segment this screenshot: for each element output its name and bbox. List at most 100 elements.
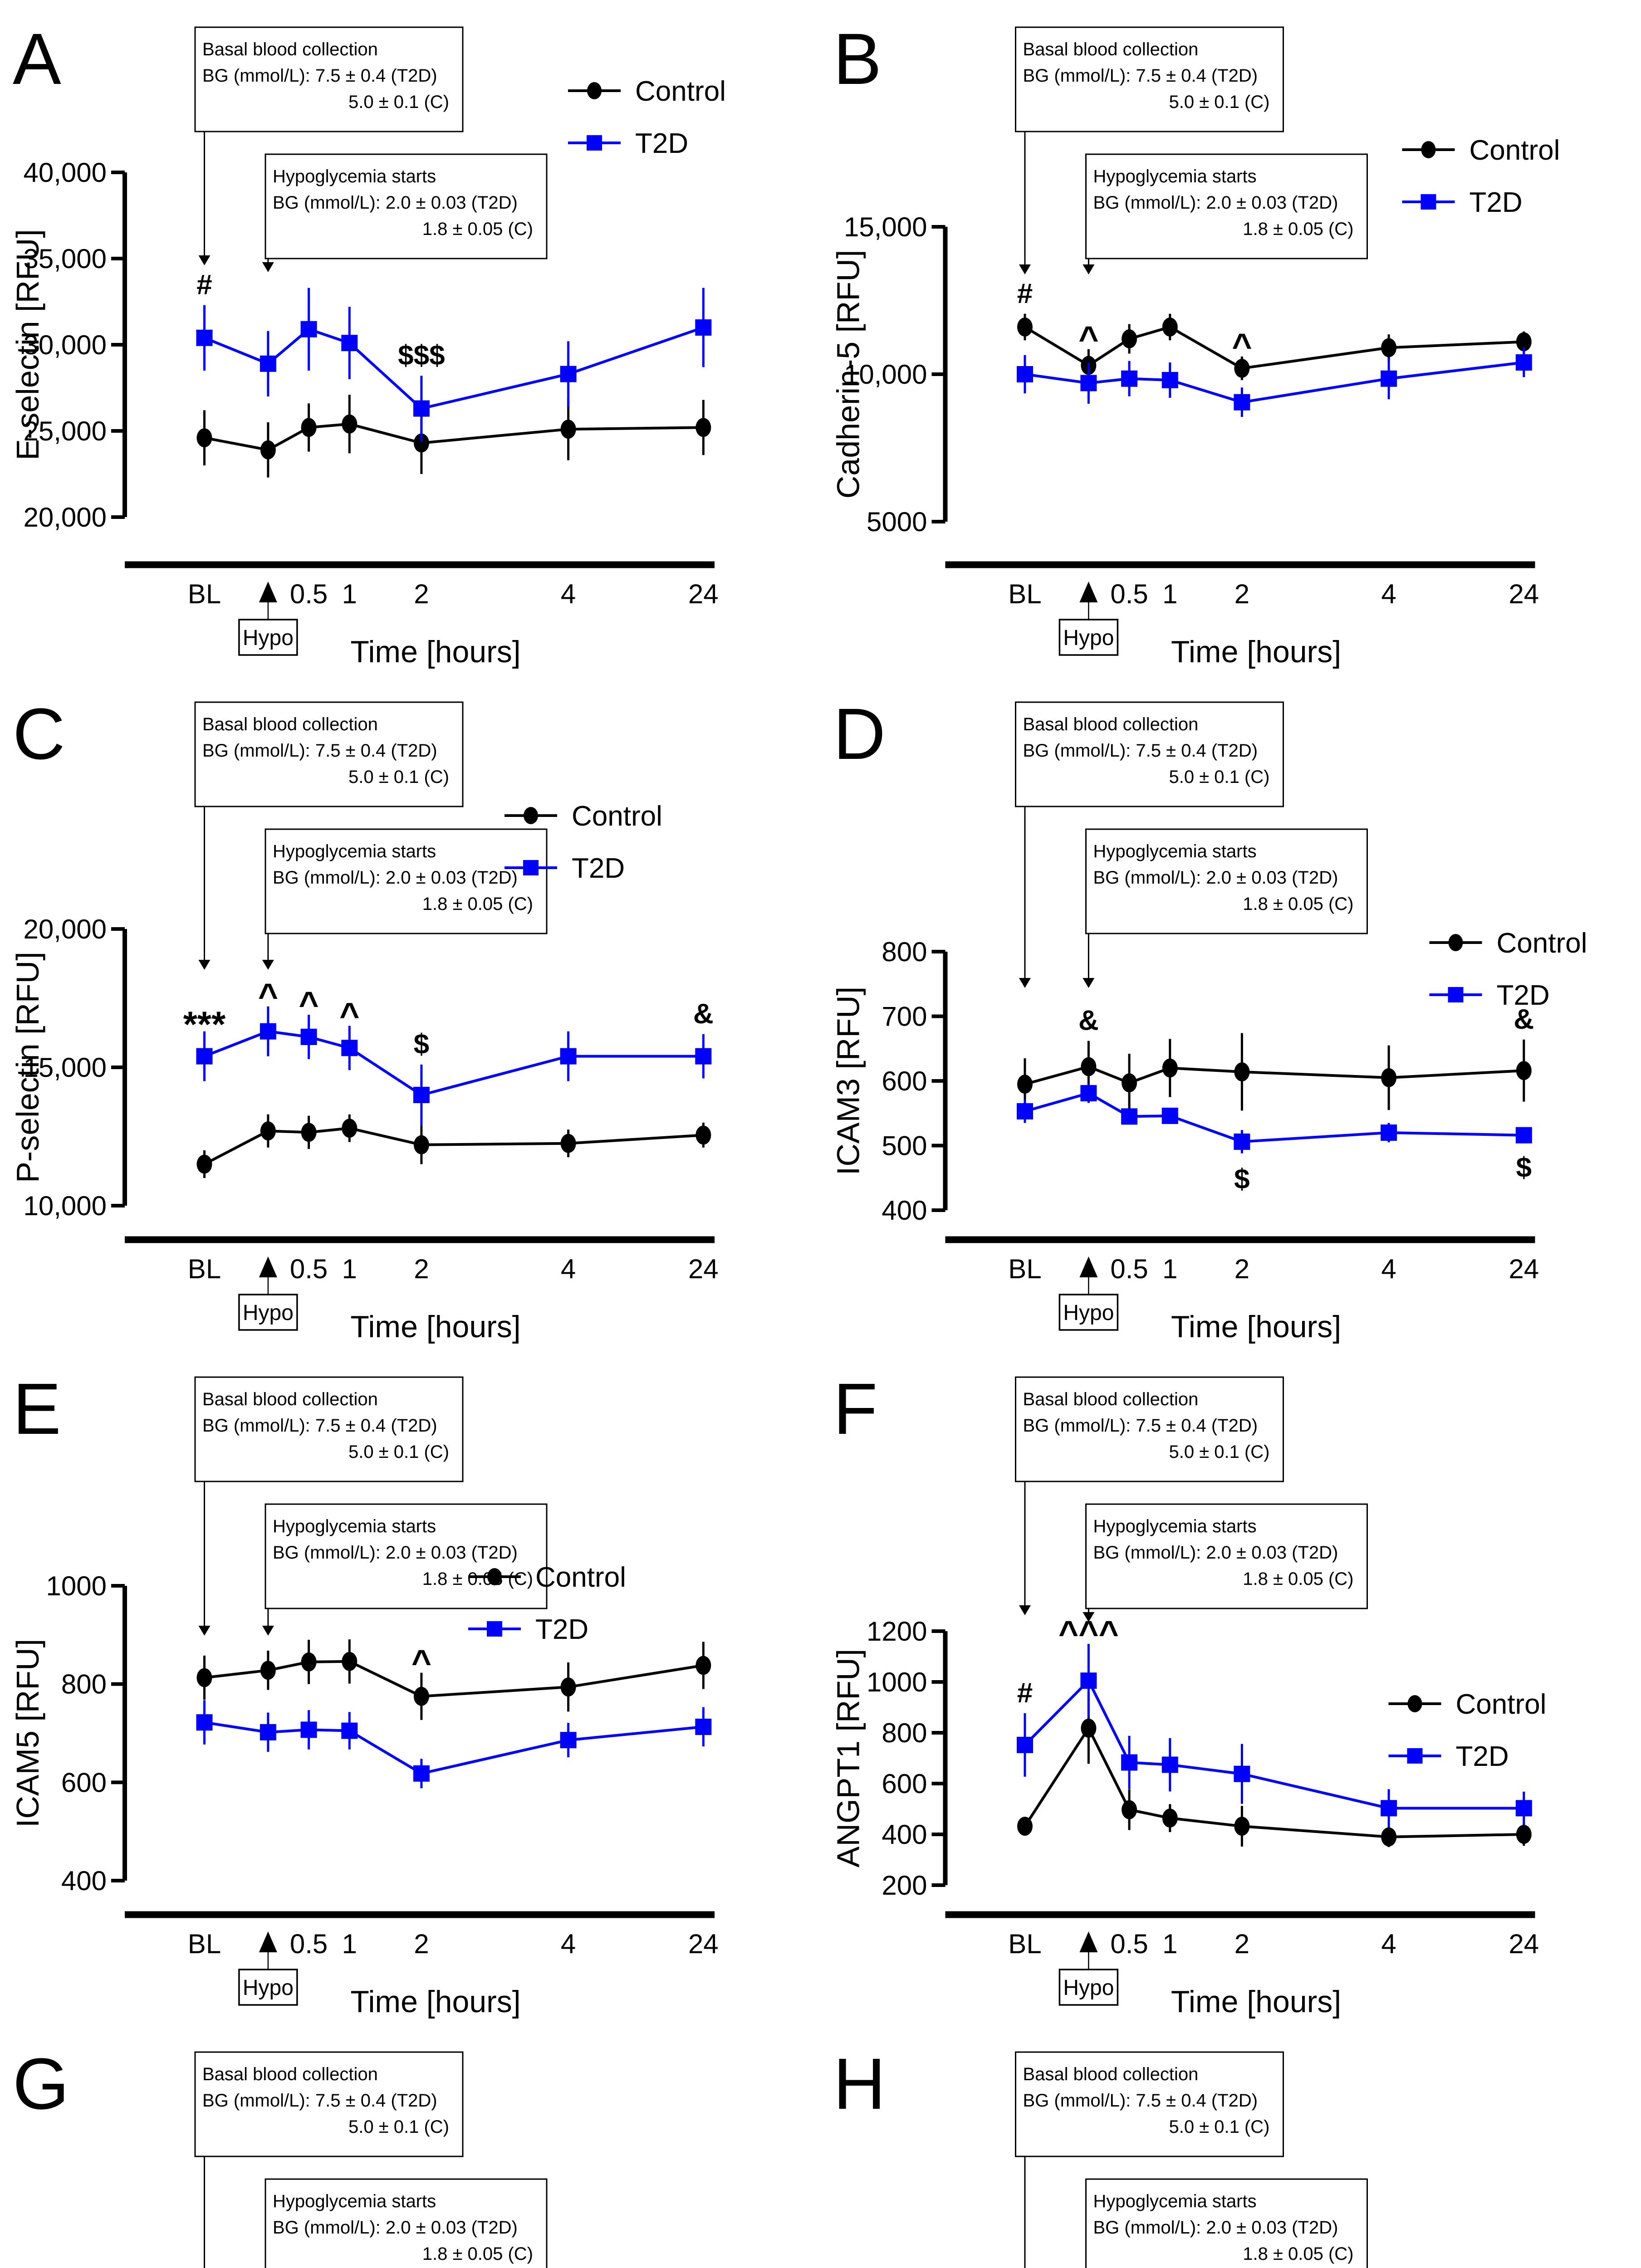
annotation-box-basal bbox=[1015, 701, 1284, 807]
annotation-box-hypo-line1: Hypoglycemia starts bbox=[1093, 166, 1257, 186]
chart-h: H0100020003000PAI-1 [RFU]BL0.512424HypoT… bbox=[820, 2025, 1641, 2268]
annotation-box-basal bbox=[194, 2051, 464, 2157]
annotation-box-basal bbox=[194, 701, 464, 807]
annotation-box-basal-line1: Basal blood collection bbox=[1023, 2064, 1199, 2084]
series-control bbox=[196, 395, 711, 478]
data-point-t2d bbox=[1161, 372, 1178, 388]
x-tick-label: 0.5 bbox=[290, 579, 328, 609]
significance-annotation: ^^^ bbox=[1058, 1614, 1119, 1652]
hypo-label: Hypo bbox=[1063, 626, 1114, 650]
data-point-t2d bbox=[1121, 1754, 1138, 1771]
data-point-control bbox=[1381, 338, 1397, 357]
significance-annotation: # bbox=[1017, 1677, 1033, 1709]
data-point-t2d bbox=[695, 319, 712, 336]
legend-marker-t2d bbox=[1421, 194, 1436, 210]
annotation-box-hypo bbox=[265, 153, 548, 259]
series-t2d bbox=[1017, 1644, 1532, 1828]
x-tick-label: 4 bbox=[561, 1929, 576, 1959]
basal-arrow-head bbox=[1019, 1605, 1031, 1615]
annotation-box-basal-line1: Basal blood collection bbox=[1023, 714, 1199, 734]
significance-annotation: ^ bbox=[339, 996, 359, 1035]
data-point-control bbox=[1162, 1809, 1178, 1828]
annotation-box-hypo-line1: Hypoglycemia starts bbox=[1093, 1516, 1257, 1536]
data-point-control bbox=[1122, 329, 1137, 348]
data-point-t2d bbox=[1234, 1765, 1250, 1782]
legend-label-t2d: T2D bbox=[535, 1614, 588, 1645]
y-tick-label: 20,000 bbox=[23, 502, 107, 533]
x-tick-label: 1 bbox=[342, 1929, 357, 1959]
y-tick-label: 700 bbox=[882, 1002, 927, 1032]
legend-label-t2d: T2D bbox=[1456, 1741, 1509, 1772]
data-point-control bbox=[1162, 1058, 1178, 1078]
legend-marker-control bbox=[587, 82, 602, 99]
annotation-box-hypo-line3: 1.8 ± 0.05 (C) bbox=[422, 894, 533, 914]
data-point-control bbox=[560, 1677, 576, 1697]
data-point-control bbox=[342, 414, 358, 434]
y-tick-label: 5000 bbox=[867, 507, 927, 537]
x-axis-label: Time [hours] bbox=[350, 1310, 520, 1344]
annotation-box-hypo-line2: BG (mmol/L): 2.0 ± 0.03 (T2D) bbox=[273, 868, 518, 888]
panel-e: E 400 600 800 1000 ICAM5 [RFU] BL 0.5 1 2 4 24 Hypo T… bbox=[0, 1350, 820, 2025]
y-tick-label: 600 bbox=[882, 1066, 927, 1096]
y-tick-label: 20,000 bbox=[23, 914, 107, 944]
x-tick-label: 0.5 bbox=[1110, 1929, 1148, 1959]
y-tick-label: 200 bbox=[882, 1870, 927, 1901]
data-point-t2d bbox=[1080, 375, 1097, 391]
data-point-t2d bbox=[1017, 1103, 1033, 1119]
data-point-control bbox=[1516, 1061, 1532, 1080]
series-control bbox=[1017, 1692, 1532, 1847]
x-tick-label: 24 bbox=[1509, 1254, 1539, 1284]
x-tick-label: 0.5 bbox=[290, 1929, 328, 1959]
legend-marker-t2d bbox=[487, 1621, 502, 1637]
legend-item-t2d: T2D bbox=[1429, 980, 1550, 1011]
y-axis-label: ANGPT1 [RFU] bbox=[831, 1649, 866, 1867]
data-point-control bbox=[196, 1668, 212, 1687]
annotation-box-hypo-line3: 1.8 ± 0.05 (C) bbox=[1243, 2244, 1353, 2264]
x-tick-label: 1 bbox=[1162, 1929, 1177, 1959]
annotation-box-hypo-line1: Hypoglycemia starts bbox=[273, 2191, 436, 2211]
x-tick-label: 2 bbox=[414, 1929, 429, 1959]
data-point-t2d bbox=[695, 1718, 712, 1735]
data-point-control bbox=[342, 1119, 358, 1138]
data-point-control bbox=[1381, 1068, 1397, 1087]
chart-b: B 5000 10,000 15,000 Cadherin-5 [RFU] BL 0.5 1 2… bbox=[820, 0, 1641, 675]
y-tick-label: 10,000 bbox=[844, 359, 927, 390]
hypo-label: Hypo bbox=[243, 1301, 294, 1325]
annotation-box-basal bbox=[194, 26, 464, 132]
hypo-box bbox=[238, 1294, 298, 1331]
annotation-box-hypo-line1: Hypoglycemia starts bbox=[273, 166, 436, 186]
annotation-box-basal-line2: BG (mmol/L): 7.5 ± 0.4 (T2D) bbox=[202, 2091, 437, 2111]
data-point-t2d bbox=[1161, 1756, 1178, 1773]
data-point-control bbox=[1234, 1817, 1250, 1836]
legend-label-t2d: T2D bbox=[635, 128, 688, 159]
annotation-box-hypo-line1: Hypoglycemia starts bbox=[1093, 841, 1257, 861]
legend-marker-control bbox=[487, 1568, 502, 1585]
hypo-label: Hypo bbox=[243, 626, 294, 650]
y-tick-label: 600 bbox=[882, 1769, 927, 1799]
x-tick-label: 2 bbox=[414, 1254, 429, 1284]
hypo-box bbox=[238, 619, 298, 656]
annotation-box-basal-line2: BG (mmol/L): 7.5 ± 0.4 (T2D) bbox=[202, 741, 437, 761]
annotation-box-hypo-line2: BG (mmol/L): 2.0 ± 0.03 (T2D) bbox=[1093, 2218, 1338, 2238]
legend-label-control: Control bbox=[1470, 135, 1560, 166]
annotation-box-basal-line3: 5.0 ± 0.1 (C) bbox=[348, 2117, 449, 2137]
legend-label-t2d: T2D bbox=[1497, 980, 1550, 1011]
hypo-arrow-triangle bbox=[1079, 582, 1098, 602]
data-point-control bbox=[1017, 1075, 1033, 1094]
data-point-control bbox=[1162, 318, 1178, 337]
data-point-t2d bbox=[1515, 354, 1532, 371]
x-tick-label: 2 bbox=[414, 579, 429, 609]
data-point-t2d bbox=[341, 1040, 358, 1056]
chart-a: A 20,000 25,000 30,000 35,000 40,000 E-selecti… bbox=[0, 0, 820, 675]
hypo-box bbox=[238, 1969, 298, 2006]
annotation-box-basal-line3: 5.0 ± 0.1 (C) bbox=[348, 92, 449, 112]
data-point-t2d bbox=[1017, 1736, 1033, 1753]
annotation-box-basal-line2: BG (mmol/L): 7.5 ± 0.4 (T2D) bbox=[1023, 2091, 1258, 2111]
annotation-box-hypo-line1: Hypoglycemia starts bbox=[273, 1516, 436, 1536]
data-point-t2d bbox=[196, 329, 213, 346]
chart-g: G100015002000sTie-2 [RFU]BL0.512424HypoT… bbox=[0, 2025, 820, 2268]
annotation-box-hypo bbox=[1085, 828, 1368, 934]
annotation-box-basal-line3: 5.0 ± 0.1 (C) bbox=[348, 1442, 449, 1462]
annotation-box-hypo-line2: BG (mmol/L): 2.0 ± 0.03 (T2D) bbox=[1093, 193, 1338, 213]
annotation-box-basal-line1: Basal blood collection bbox=[202, 2064, 378, 2084]
